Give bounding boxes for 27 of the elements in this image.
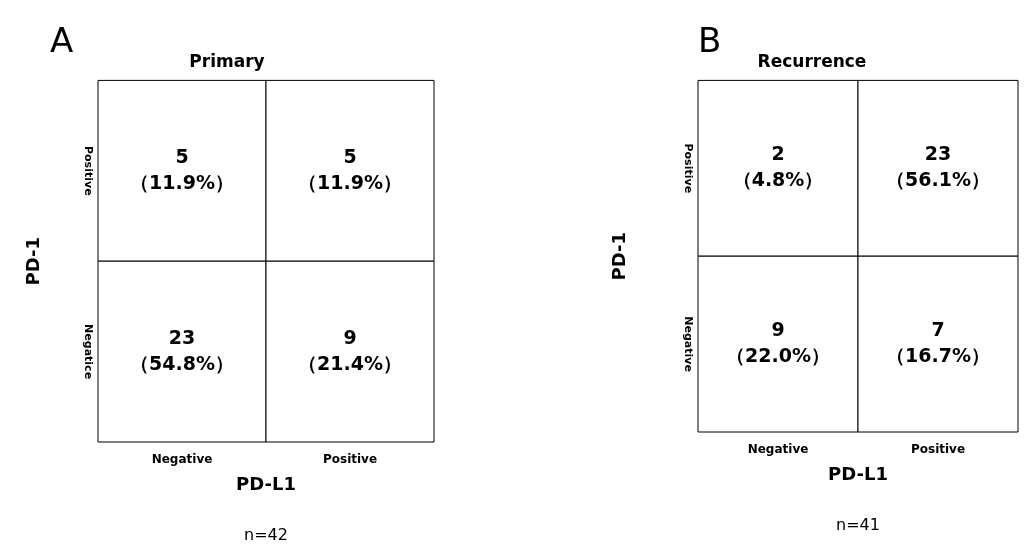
data-label: 5	[343, 144, 357, 167]
text: n=42	[244, 525, 288, 544]
data-label: 9	[771, 318, 785, 341]
annotation: （54.8%）	[130, 351, 234, 374]
data-label: 2	[771, 142, 785, 165]
annotation: （11.9%）	[298, 170, 402, 193]
data-label: 23	[168, 325, 196, 348]
data-label: 9	[343, 325, 357, 348]
annotation: （11.9%）	[130, 170, 234, 193]
x-axis-title: PD-L1	[236, 472, 296, 494]
y-axis-title: PD-1	[608, 231, 630, 281]
annotation: （56.1%）	[886, 168, 990, 191]
data-label: 5	[175, 144, 189, 167]
chart-title: Primary	[189, 50, 265, 71]
x-axis-title: PD-L1	[828, 462, 888, 484]
annotation: （21.4%）	[298, 351, 402, 374]
chart-title: Recurrence	[757, 50, 867, 71]
annotation: （22.0%）	[726, 344, 830, 367]
data-label: 23	[924, 142, 952, 165]
y-axis-title: PD-1	[22, 236, 44, 286]
text: A	[50, 20, 74, 60]
annotation: （16.7%）	[886, 344, 990, 367]
y-tick-label: Negatice	[82, 324, 96, 380]
text: B	[698, 20, 722, 60]
text: n=41	[836, 515, 880, 534]
data-label: 7	[931, 318, 945, 341]
annotation: （4.8%）	[732, 168, 824, 191]
